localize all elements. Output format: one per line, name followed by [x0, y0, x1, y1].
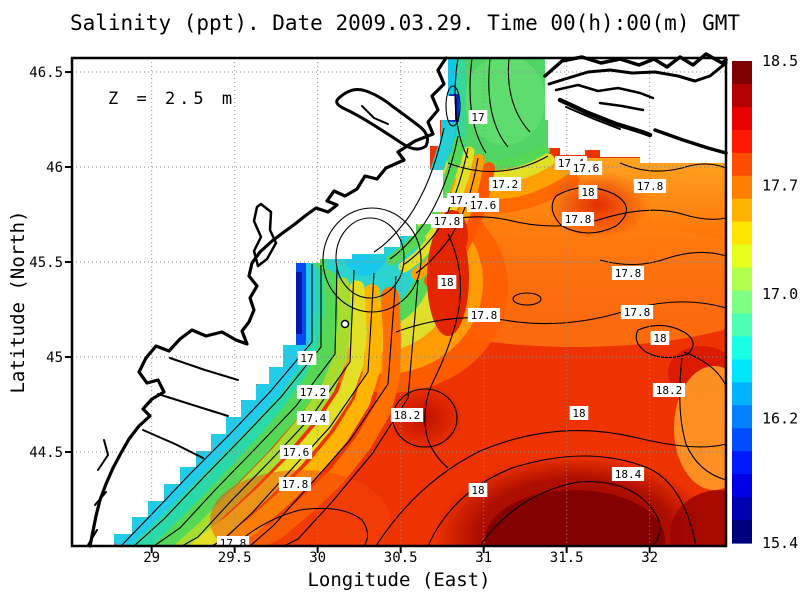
contour-label: 18	[578, 185, 598, 199]
contour-label: 18.2	[652, 383, 686, 397]
x-tick-label: 29.5	[218, 550, 252, 566]
svg-text:17.6: 17.6	[283, 446, 310, 459]
colorbar-tick-label: 17.7	[762, 176, 798, 194]
svg-text:18: 18	[653, 332, 666, 345]
contour-label: 17.8	[278, 477, 312, 491]
depth-annotation: Z = 2.5 m	[108, 89, 236, 109]
contour-label: 17.2	[296, 385, 330, 399]
x-tick-label: 30	[309, 550, 326, 566]
contour-label: 17.8	[430, 214, 464, 228]
x-tick-label: 29	[143, 550, 160, 566]
y-tick-label: 46	[46, 160, 63, 176]
colorbar	[732, 61, 752, 544]
y-tick-label: 44.5	[29, 445, 63, 461]
contour-label: 17.8	[620, 305, 654, 319]
contour-label: 18	[437, 275, 457, 289]
y-axis-label: Latitude (North)	[7, 210, 29, 393]
y-axis-tick-labels: 46.5 46 45.5 45 44.5	[29, 65, 63, 461]
figure-title: Salinity (ppt). Date 2009.03.29. Time 00…	[70, 11, 740, 35]
x-tick-label: 31.5	[550, 550, 584, 566]
svg-text:17.6: 17.6	[470, 199, 497, 212]
svg-text:18: 18	[572, 407, 585, 420]
contour-label: 17.8	[216, 536, 250, 550]
svg-text:17: 17	[300, 352, 313, 365]
svg-text:18: 18	[471, 484, 484, 497]
contour-label: 17.2	[488, 177, 522, 191]
contour-label: 18	[569, 406, 589, 420]
contour-label: 18.4	[611, 467, 645, 481]
svg-text:18: 18	[440, 276, 453, 289]
graticule-gridlines	[72, 58, 726, 546]
sea-heatmap	[114, 58, 726, 546]
contour-label: 17.8	[611, 266, 645, 280]
x-tick-label: 31	[475, 550, 492, 566]
svg-text:17: 17	[471, 111, 484, 124]
contour-label: 17.8	[467, 308, 501, 322]
svg-text:17.8: 17.8	[471, 309, 498, 322]
svg-text:18.4: 18.4	[615, 468, 642, 481]
svg-text:17.8: 17.8	[637, 180, 664, 193]
plot-frame	[70, 56, 728, 548]
contour-label: 18.2	[390, 408, 424, 422]
tick-marks	[65, 71, 651, 553]
svg-text:17.8: 17.8	[624, 306, 651, 319]
contour-label: 17.6	[279, 445, 313, 459]
station-marker	[340, 319, 350, 329]
colorbar-tick-label: 16.2	[762, 410, 798, 428]
contour-label: 17	[297, 351, 317, 365]
contour-label: 17.6	[466, 198, 500, 212]
x-tick-label: 32	[641, 550, 658, 566]
contour-labels: 1717.417.617.217.417.617.817.81817.81817…	[216, 110, 686, 550]
contour-label: 17	[468, 110, 488, 124]
x-tick-label: 30.5	[384, 550, 418, 566]
colorbar-tick-label: 17.0	[762, 285, 798, 303]
svg-text:17.8: 17.8	[565, 213, 592, 226]
contour-label: 18	[468, 483, 488, 497]
contour-label: 17.4	[296, 411, 330, 425]
colorbar-tick-labels: 18.5 17.7 17.0 16.2 15.4	[762, 52, 798, 552]
svg-text:17.2: 17.2	[492, 178, 519, 191]
contour-label: 18	[650, 331, 670, 345]
contour-label: 17.6	[569, 161, 603, 175]
x-axis-label: Longitude (East)	[307, 569, 490, 591]
y-tick-label: 45	[46, 350, 63, 366]
contour-label: 17.8	[633, 179, 667, 193]
svg-text:17.2: 17.2	[300, 386, 327, 399]
svg-text:18.2: 18.2	[394, 409, 421, 422]
svg-text:17.4: 17.4	[300, 412, 327, 425]
svg-text:17.6: 17.6	[573, 162, 600, 175]
y-tick-label: 45.5	[29, 255, 63, 271]
svg-text:17.8: 17.8	[282, 478, 309, 491]
contour-label: 17.8	[561, 212, 595, 226]
svg-text:18.2: 18.2	[656, 384, 683, 397]
svg-text:18: 18	[581, 186, 594, 199]
colorbar-tick-label: 18.5	[762, 52, 798, 70]
x-axis-tick-labels: 29 29.5 30 30.5 31 31.5 32	[143, 550, 658, 566]
svg-text:17.8: 17.8	[615, 267, 642, 280]
y-tick-label: 46.5	[29, 65, 63, 81]
svg-text:17.8: 17.8	[220, 537, 247, 550]
svg-text:17.8: 17.8	[434, 215, 461, 228]
colorbar-tick-label: 15.4	[762, 534, 798, 552]
